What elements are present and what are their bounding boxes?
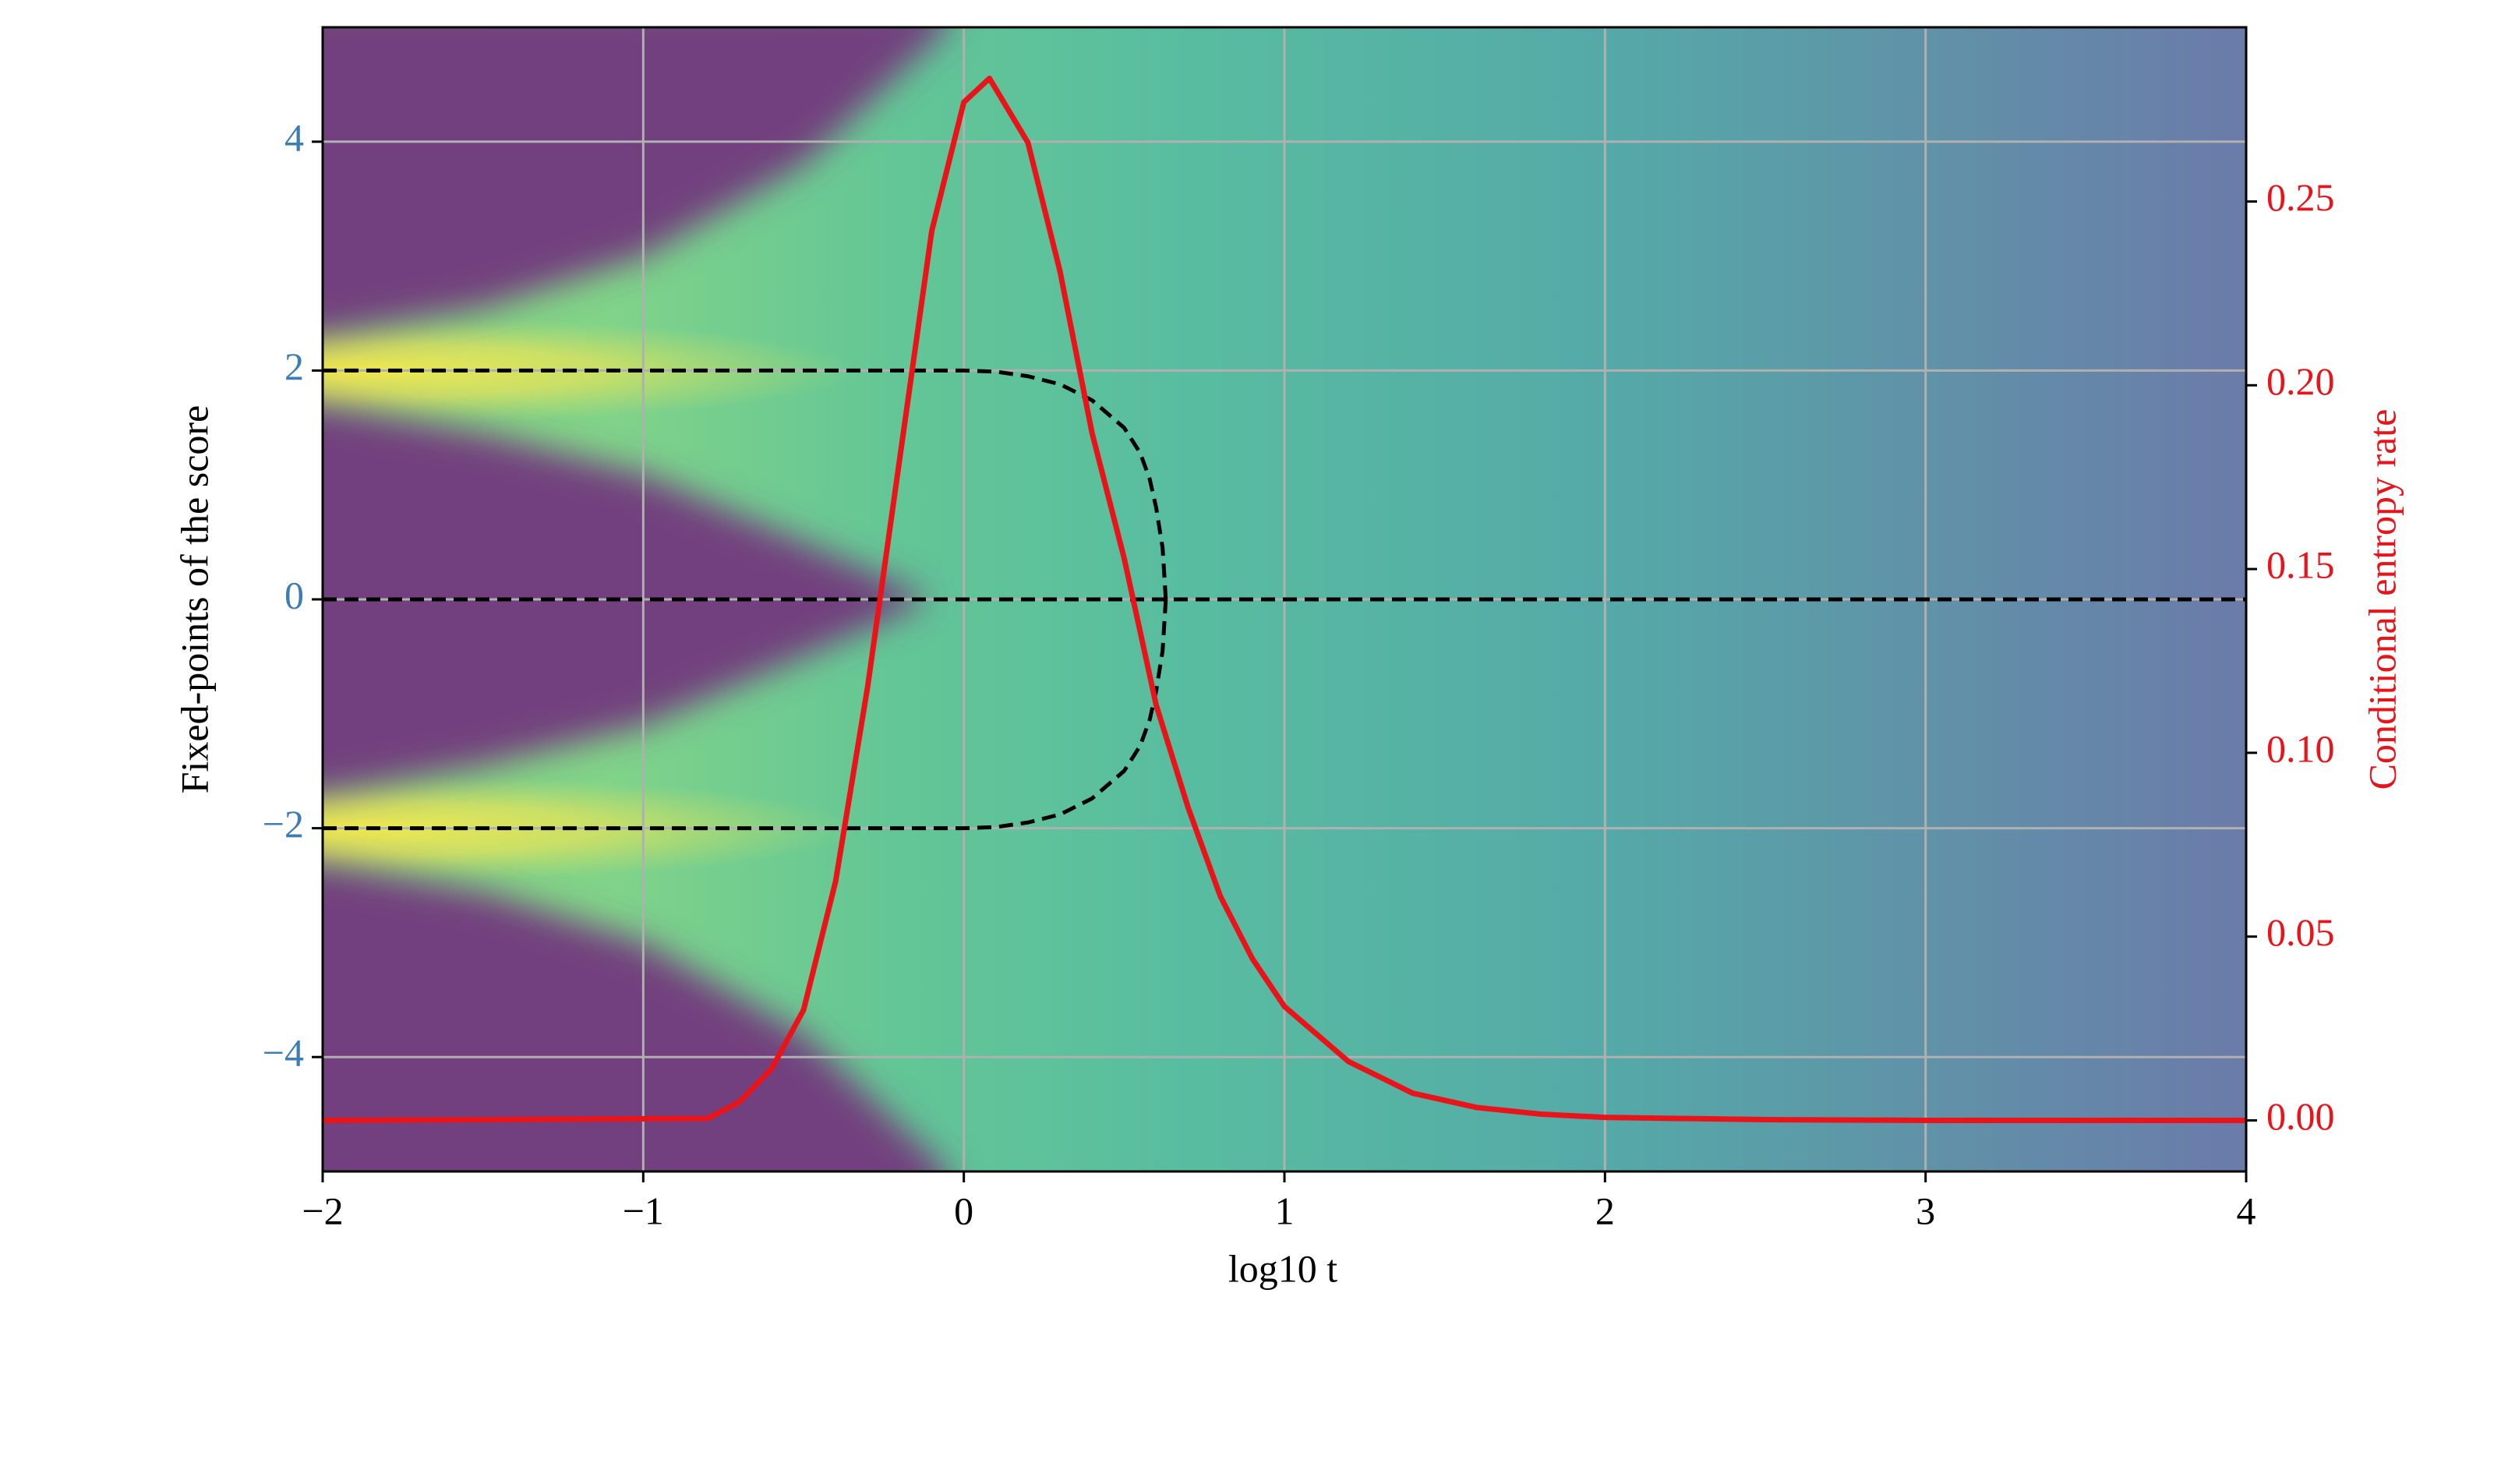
y2-tick-label: 0.15 (2266, 543, 2335, 587)
y-tick-label: 0 (284, 573, 304, 617)
y-axis-label: Fixed-points of the score (172, 405, 216, 794)
x-tick-label: −1 (623, 1189, 664, 1232)
x-tick-label: 4 (2237, 1189, 2256, 1232)
lines (323, 76, 2246, 1123)
y2-tick-label: 0.20 (2266, 359, 2335, 403)
fixed-point-line (323, 599, 1168, 831)
y-tick-label: 4 (284, 115, 304, 159)
y2-tick-label: 0.05 (2266, 910, 2335, 954)
y-tick-label: 2 (284, 344, 304, 388)
y2-tick-label: 0.00 (2266, 1094, 2335, 1138)
x-tick-label: 3 (1916, 1189, 1935, 1232)
entropy-line (323, 76, 2246, 1123)
x-tick-label: 0 (954, 1189, 973, 1232)
x-axis-label: log10 t (1228, 1246, 1337, 1290)
ticks: −2 −1 0 1 2 3 4 −4 −2 0 2 4 0.00 0.05 0.10 0.15 0.20 0.25 (263, 115, 2335, 1232)
y2-tick-label: 0.10 (2266, 726, 2335, 770)
y2-axis-label: Conditional entropy rate (2360, 409, 2404, 790)
density-background (323, 27, 2246, 1171)
y2-tick-label: 0.25 (2266, 175, 2335, 219)
region (323, 27, 948, 336)
x-tick-label: 2 (1595, 1189, 1615, 1232)
fixed-point-line (323, 368, 1168, 600)
y-tick-label: −2 (263, 802, 304, 846)
y-tick-label: −4 (263, 1031, 304, 1075)
region (323, 863, 948, 1171)
x-tick-label: −2 (302, 1189, 343, 1232)
x-tick-label: 1 (1275, 1189, 1295, 1232)
